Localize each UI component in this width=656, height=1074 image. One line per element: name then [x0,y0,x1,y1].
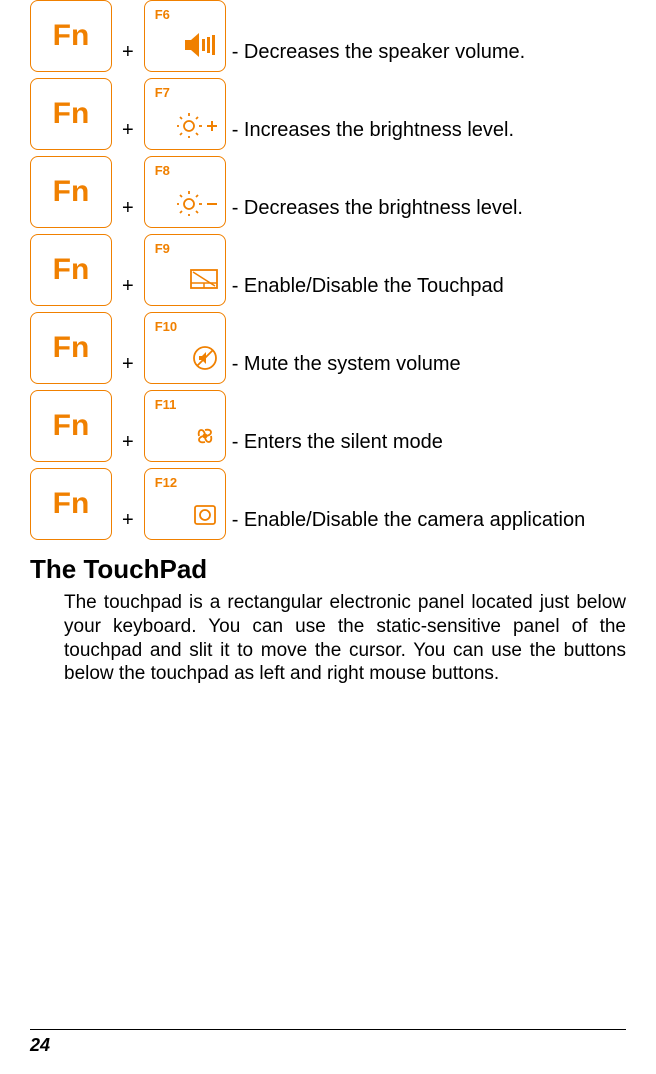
section-body: The touchpad is a rectangular electronic… [64,591,626,686]
plus-sign: + [112,353,144,384]
fn-key: Fn [30,0,112,72]
fkey-label: F10 [149,315,183,338]
fkey-f9: F9 [144,234,226,306]
plus-sign: + [112,509,144,540]
fn-label: Fn [53,487,90,521]
fkey-f6: F6 [144,0,226,72]
fn-label: Fn [53,409,90,443]
camera-icon [191,500,219,533]
fn-label: Fn [53,253,90,287]
fkey-f12: F12 [144,468,226,540]
plus-sign: + [112,41,144,72]
fn-row: Fn + F8 [30,156,626,228]
fn-key: Fn [30,390,112,462]
fn-label: Fn [53,331,90,365]
fn-row: Fn + F7 [30,78,626,150]
fn-row: Fn + F11 - Enters the silent mode [30,390,626,462]
fkey-label: F12 [149,471,183,494]
plus-sign: + [112,119,144,150]
page-number: 24 [30,1035,50,1056]
plus-sign: + [112,431,144,462]
fkey-label: F6 [149,3,176,26]
fkey-f7: F7 [144,78,226,150]
fn-key: Fn [30,234,112,306]
fkey-f11: F11 [144,390,226,462]
fn-key: Fn [30,468,112,540]
description: - Enters the silent mode [226,431,443,462]
fkey-f8: F8 [144,156,226,228]
footer-rule [30,1029,626,1030]
fn-key: Fn [30,78,112,150]
fkey-label: F8 [149,159,176,182]
description: - Decreases the speaker volume. [226,41,525,72]
mute-icon [191,344,219,377]
page: Fn + F6 - Decreases the speaker volume. … [0,0,656,1074]
fn-row: Fn + F6 - Decreases the speaker volume. [30,0,626,72]
fkey-label: F11 [149,393,183,416]
touchpad-icon [189,268,219,299]
fn-key: Fn [30,156,112,228]
description: - Increases the brightness level. [226,119,514,150]
brightness-down-icon [177,188,219,221]
description: - Mute the system volume [226,353,461,384]
fn-row: Fn + F10 - Mute the system volume [30,312,626,384]
fn-label: Fn [53,19,90,53]
speaker-down-icon [183,30,219,65]
fkey-label: F9 [149,237,176,260]
description: - Enable/Disable the Touchpad [226,275,504,306]
fn-label: Fn [53,97,90,131]
plus-sign: + [112,275,144,306]
brightness-up-icon [177,110,219,143]
fn-key: Fn [30,312,112,384]
fan-icon [191,422,219,455]
fn-row: Fn + F12 - Enable/Disable the camera app… [30,468,626,540]
section-heading: The TouchPad [30,554,626,585]
fkey-f10: F10 [144,312,226,384]
description: - Enable/Disable the camera application [226,509,586,540]
fn-label: Fn [53,175,90,209]
plus-sign: + [112,197,144,228]
description: - Decreases the brightness level. [226,197,523,228]
fn-row: Fn + F9 - Enable/Disable the Touchpad [30,234,626,306]
fkey-label: F7 [149,81,176,104]
